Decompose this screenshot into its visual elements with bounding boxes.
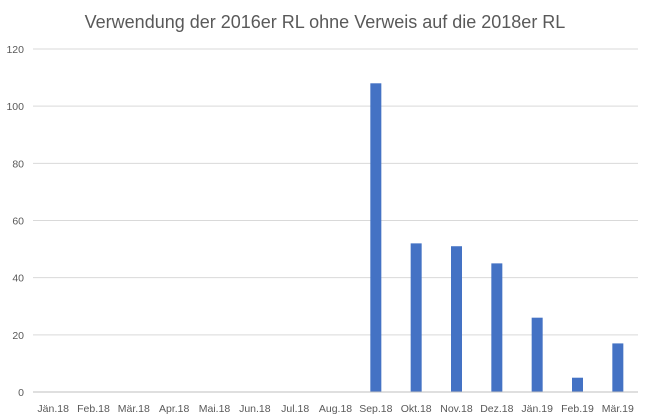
x-axis-tick-labels: Jän.18 Feb.18 Mär.18 Apr.18 Mai.18 Jun.18 Jul.… (37, 403, 634, 415)
x-tick-label: Okt.18 (401, 403, 432, 415)
x-tick-label: Jän.18 (37, 403, 69, 415)
bar-9 (410, 243, 422, 392)
x-tick-label: Feb.18 (77, 403, 110, 415)
x-tick-label: Mai.18 (199, 403, 231, 415)
x-tick-label: Mär.19 (602, 403, 634, 415)
bar-14 (612, 343, 624, 392)
y-axis-tick-labels: 0 20 40 60 80 100 120 (6, 44, 24, 399)
gridlines (33, 48, 638, 336)
x-tick-label: Jul.18 (281, 403, 309, 415)
bar-12 (531, 317, 543, 392)
y-tick-label: 0 (18, 387, 24, 399)
bars (370, 83, 624, 393)
x-tick-label: Apr.18 (159, 403, 190, 415)
y-tick-label: 60 (12, 216, 24, 228)
bar-10 (451, 246, 462, 392)
y-tick-label: 80 (12, 158, 24, 170)
x-tick-label: Nov.18 (440, 403, 473, 415)
x-tick-label: Dez.18 (480, 403, 513, 415)
y-tick-label: 100 (6, 101, 24, 113)
y-tick-label: 20 (12, 330, 24, 342)
x-tick-label: Feb.19 (561, 403, 594, 415)
x-tick-label: Jän.19 (521, 403, 553, 415)
x-tick-label: Sep.18 (359, 403, 392, 415)
x-tick-label: Jun.18 (239, 403, 271, 415)
bar-11 (491, 263, 503, 392)
y-tick-label: 40 (12, 273, 24, 285)
bar-13 (572, 377, 583, 392)
bar-8 (370, 83, 382, 393)
x-tick-label: Aug.18 (319, 403, 352, 415)
y-tick-label: 120 (6, 44, 24, 56)
chart-title: Verwendung der 2016er RL ohne Verweis au… (85, 12, 566, 32)
x-tick-label: Mär.18 (118, 403, 150, 415)
